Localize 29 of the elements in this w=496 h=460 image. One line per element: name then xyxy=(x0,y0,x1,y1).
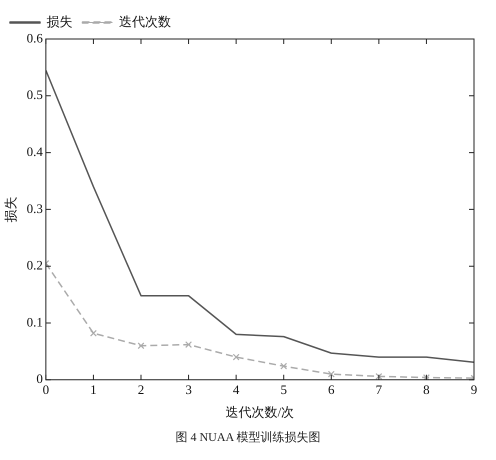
point xyxy=(138,342,144,350)
legend-label: 损失 xyxy=(46,14,72,29)
x-tick-label: 8 xyxy=(423,382,430,398)
point xyxy=(232,354,240,361)
point xyxy=(328,370,335,378)
point xyxy=(375,372,382,380)
y-tick-label: 0.5 xyxy=(26,87,43,102)
y-tick-label: 0.4 xyxy=(26,144,44,160)
x-tick-label: 4 xyxy=(232,382,240,398)
x-tick-label: 3 xyxy=(185,382,192,398)
y-tick-label: 0.1 xyxy=(26,314,43,330)
point xyxy=(280,362,288,370)
x-tick-label: 9 xyxy=(470,382,478,398)
y-tick-label: 0.3 xyxy=(26,200,43,216)
x-tick-label: 5 xyxy=(280,382,287,398)
x-axis-title: 迭代次数/次 xyxy=(226,404,294,420)
y-tick-label: 0 xyxy=(36,371,43,386)
point xyxy=(423,374,430,380)
legend-label: 迭代次数 xyxy=(119,14,171,29)
x-tick-label: 1 xyxy=(90,382,97,398)
point xyxy=(185,341,192,348)
x-tick-label: 6 xyxy=(328,382,336,398)
point xyxy=(90,330,97,337)
x-tick-label: 2 xyxy=(138,382,144,398)
y-axis-title: 损失 xyxy=(3,196,18,222)
y-tick-label: 0.6 xyxy=(26,30,44,46)
x-tick-label: 7 xyxy=(376,382,383,398)
y-tick-label: 0.2 xyxy=(26,258,43,273)
caption: 图 4 NUAA 模型训练损失图 xyxy=(174,429,322,446)
